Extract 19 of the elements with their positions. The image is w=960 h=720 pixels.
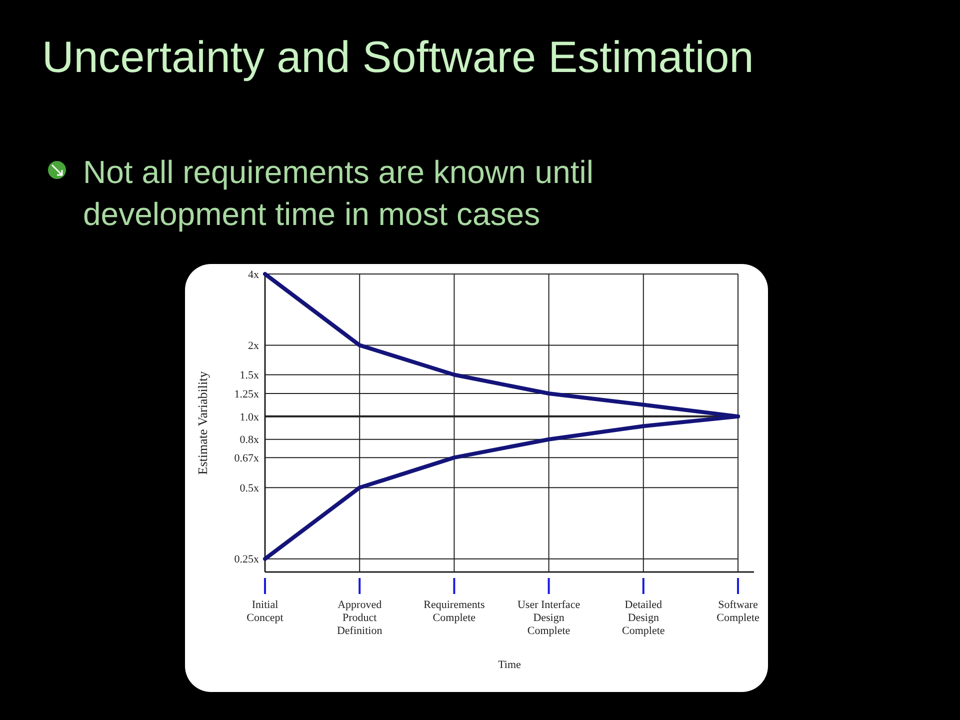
y-tick-label: 0.8x <box>240 434 260 446</box>
y-tick-label: 1.5x <box>240 370 260 382</box>
y-tick-label: 0.5x <box>240 482 260 494</box>
chart-title: Uncertainty and Software Estimation <box>42 33 754 82</box>
y-tick-label: 0.67x <box>234 452 260 464</box>
x-tick-label: Detailed Design Complete <box>622 599 665 637</box>
y-tick-label: 1.0x <box>240 411 260 424</box>
x-tick-label: Requirements Complete <box>424 599 485 624</box>
y-tick-label: 2x <box>248 340 260 352</box>
y-tick-label: 0.25x <box>234 554 260 566</box>
y-axis-title: Estimate Variability <box>195 370 210 475</box>
x-tick-label: Initial Concept <box>246 599 284 624</box>
x-axis-title: Time <box>498 659 522 671</box>
x-tick-label: User Interface Design Complete <box>517 599 580 637</box>
chart-subtitle: Not all requirements are known until development time in most cases <box>83 154 594 232</box>
x-tick-label: Software Complete <box>716 599 760 624</box>
y-tick-label: 1.25x <box>234 388 260 400</box>
y-tick-label: 4x <box>248 268 260 281</box>
x-tick-label: Approved Product Definition <box>336 599 383 637</box>
